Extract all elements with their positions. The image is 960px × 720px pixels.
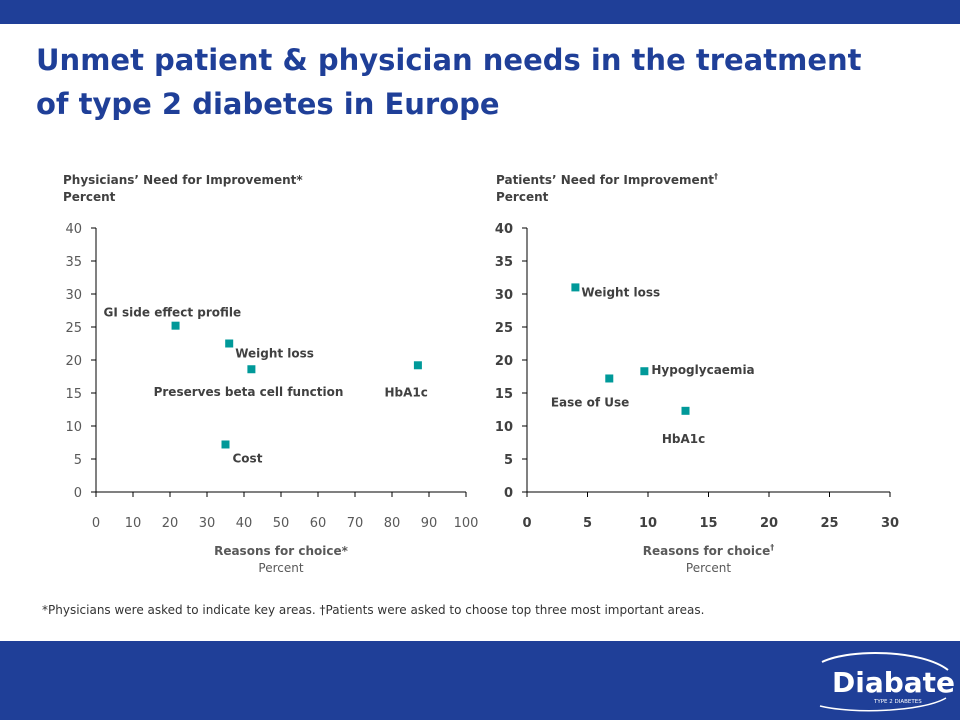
page-title: Unmet patient & physician needs in the t… — [36, 38, 916, 126]
top-banner — [0, 0, 960, 24]
chart1-ylabel: Physicians’ Need for Improvement* — [63, 173, 303, 187]
chart1-xtick-label: 60 — [310, 516, 327, 531]
chart2-point-label: Ease of Use — [551, 395, 629, 409]
chart2-xlabel-unit: Percent — [686, 561, 731, 575]
chart2-ylabel-mark: † — [714, 172, 718, 181]
chart2-ytick-label: 15 — [495, 387, 513, 402]
chart1-ytick-label: 25 — [65, 321, 82, 336]
chart2-ytick-label: 40 — [495, 222, 513, 237]
chart1-ytick-label: 15 — [65, 387, 82, 402]
chart1-point-label: Preserves beta cell function — [154, 385, 344, 399]
chart1-point-label: Cost — [233, 451, 263, 465]
chart1-xtick-label: 70 — [347, 516, 364, 531]
chart1-xtick-label: 40 — [236, 516, 253, 531]
chart1-point — [413, 361, 422, 370]
chart2-point — [605, 374, 614, 383]
chart1-point-label: GI side effect profile — [104, 306, 242, 320]
chart2-ytick-label: 25 — [495, 321, 513, 336]
chart2-ylabel-unit: Percent — [496, 190, 549, 204]
chart2-ytick-label: 20 — [495, 354, 513, 369]
chart1-xtick-label: 10 — [125, 516, 142, 531]
bottom-banner — [0, 641, 960, 720]
chart2-xtick-label: 10 — [639, 516, 657, 531]
chart2-xtick-label: 0 — [522, 516, 531, 531]
chart1-point-label: HbA1c — [385, 385, 428, 399]
chart1-ytick-label: 10 — [65, 420, 82, 435]
chart2-point — [640, 367, 649, 376]
title-line-1: Unmet patient & physician needs in the t… — [36, 43, 862, 77]
chart2-xlabel: Reasons for choice† — [643, 543, 775, 558]
logo-tagline: TYPE 2 DIABETES — [873, 699, 922, 705]
chart1-ytick-label: 35 — [65, 255, 82, 270]
chart1-xtick-label: 50 — [273, 516, 290, 531]
chart1-point — [171, 321, 180, 330]
chart1-point — [221, 440, 230, 449]
logo-text: Diabate — [832, 666, 954, 699]
chart1-xtick-label: 0 — [92, 516, 100, 531]
chart1-ytick-label: 40 — [65, 222, 82, 237]
chart2-xtick-label: 25 — [820, 516, 838, 531]
chart1-xtick-label: 30 — [199, 516, 216, 531]
chart1-xlabel: Reasons for choice* — [214, 544, 349, 558]
chart2-ylabel: Patients’ Need for Improvement† — [496, 172, 718, 187]
chart1-ytick-label: 5 — [74, 453, 82, 468]
chart1-xtick-label: 90 — [421, 516, 438, 531]
chart1-ytick-label: 0 — [74, 486, 82, 501]
chart2-xtick-label: 5 — [583, 516, 592, 531]
chart1-ytick-label: 30 — [65, 288, 82, 303]
footnote: *Physicians were asked to indicate key a… — [42, 603, 705, 617]
chart2-ytick-label: 10 — [495, 420, 513, 435]
chart2-point-label: Hypoglycaemia — [651, 363, 754, 377]
chart1-ylabel-unit: Percent — [63, 190, 116, 204]
chart2-ytick-label: 30 — [495, 288, 513, 303]
chart2-point — [681, 406, 690, 415]
chart2-ytick-label: 35 — [495, 255, 513, 270]
chart2-point-label: HbA1c — [662, 432, 705, 446]
chart1-point — [247, 365, 256, 374]
chart2-point — [571, 283, 580, 292]
diabate-logo: Diabate TYPE 2 DIABETES — [819, 651, 954, 712]
chart2-xtick-label: 20 — [760, 516, 778, 531]
chart1-ytick-label: 20 — [65, 354, 82, 369]
chart2-point-label: Weight loss — [581, 285, 660, 299]
title-line-2: of type 2 diabetes in Europe — [36, 87, 500, 121]
chart2-ytick-label: 0 — [504, 486, 513, 501]
chart2-ytick-label: 5 — [504, 453, 513, 468]
chart2-xlabel-mark: † — [770, 543, 774, 552]
chart2-xtick-label: 30 — [881, 516, 899, 531]
chart1-xlabel-unit: Percent — [258, 561, 303, 575]
chart1-xtick-label: 100 — [454, 516, 479, 531]
chart1-point-label: Weight loss — [235, 347, 314, 361]
chart1-xtick-label: 20 — [162, 516, 179, 531]
chart2-xtick-label: 15 — [699, 516, 717, 531]
chart1-xtick-label: 80 — [384, 516, 401, 531]
chart1-point — [225, 339, 234, 348]
